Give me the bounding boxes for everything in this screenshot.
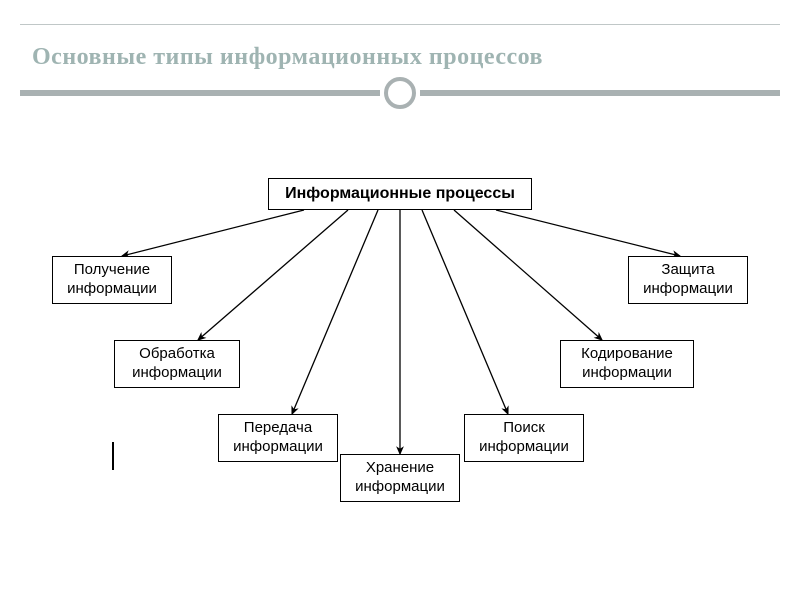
node-store: Хранение информации: [340, 454, 460, 502]
node-search: Поиск информации: [464, 414, 584, 462]
slide: Основные типы информационных процессов И…: [0, 0, 800, 600]
node-send: Передача информации: [218, 414, 338, 462]
node-proc: Обработка информации: [114, 340, 240, 388]
node-get: Получение информации: [52, 256, 172, 304]
node-code: Кодирование информации: [560, 340, 694, 388]
diagram-nodes-layer: Информационные процессы Получение информа…: [0, 0, 800, 600]
text-caret: [112, 442, 114, 470]
node-guard: Защита информации: [628, 256, 748, 304]
node-root: Информационные процессы: [268, 178, 532, 210]
